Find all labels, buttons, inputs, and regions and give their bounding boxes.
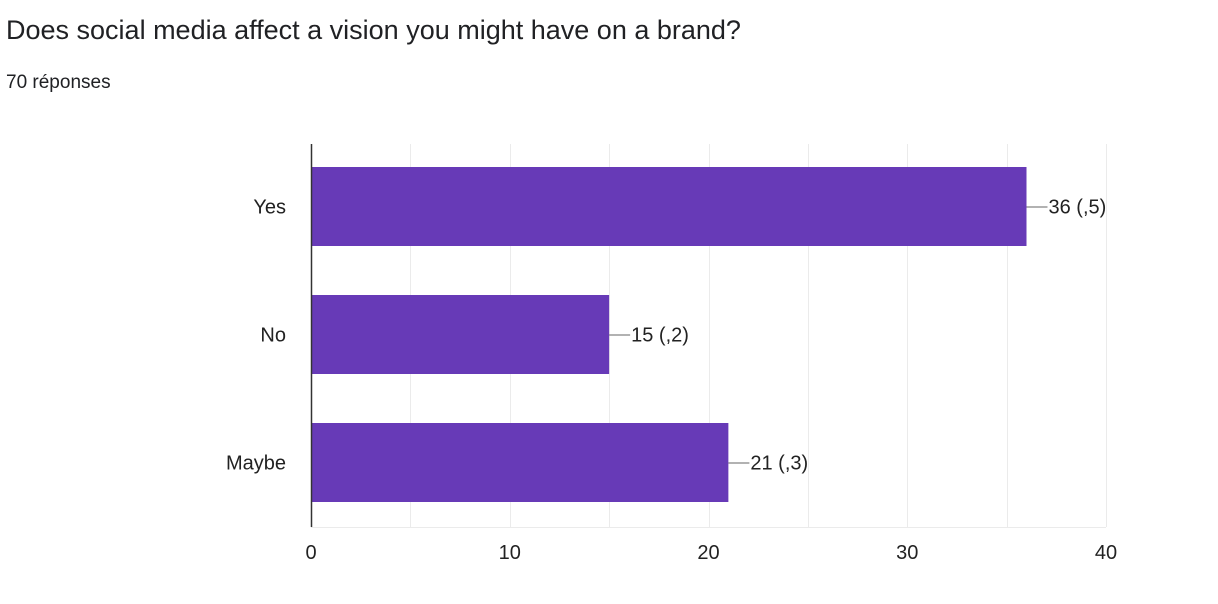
x-tick-label-30: 30 [896,542,918,564]
response-count: 70 réponses [6,72,111,93]
bar-yes[interactable] [311,167,1027,246]
bar-no[interactable] [311,295,610,374]
category-label-no: No [260,325,286,347]
question-title: Does social media affect a vision you mi… [6,15,741,45]
data-label-maybe: 21 (,3) [750,453,808,475]
x-tick-label-20: 20 [697,542,719,564]
bar-maybe[interactable] [311,423,729,502]
category-label-yes: Yes [253,197,286,219]
labels: 36 (,5) Yes 15 (,2) No 21 (,3) Maybe [226,197,1106,475]
data-label-yes: 36 (,5) [1049,197,1107,219]
x-tick-label-0: 0 [305,542,316,564]
axes: 0 10 20 30 40 [305,144,1117,564]
x-tick-label-40: 40 [1095,542,1117,564]
bars [311,167,1027,502]
x-tick-label-10: 10 [499,542,521,564]
data-label-no: 15 (,2) [631,325,689,347]
category-label-maybe: Maybe [226,453,286,475]
